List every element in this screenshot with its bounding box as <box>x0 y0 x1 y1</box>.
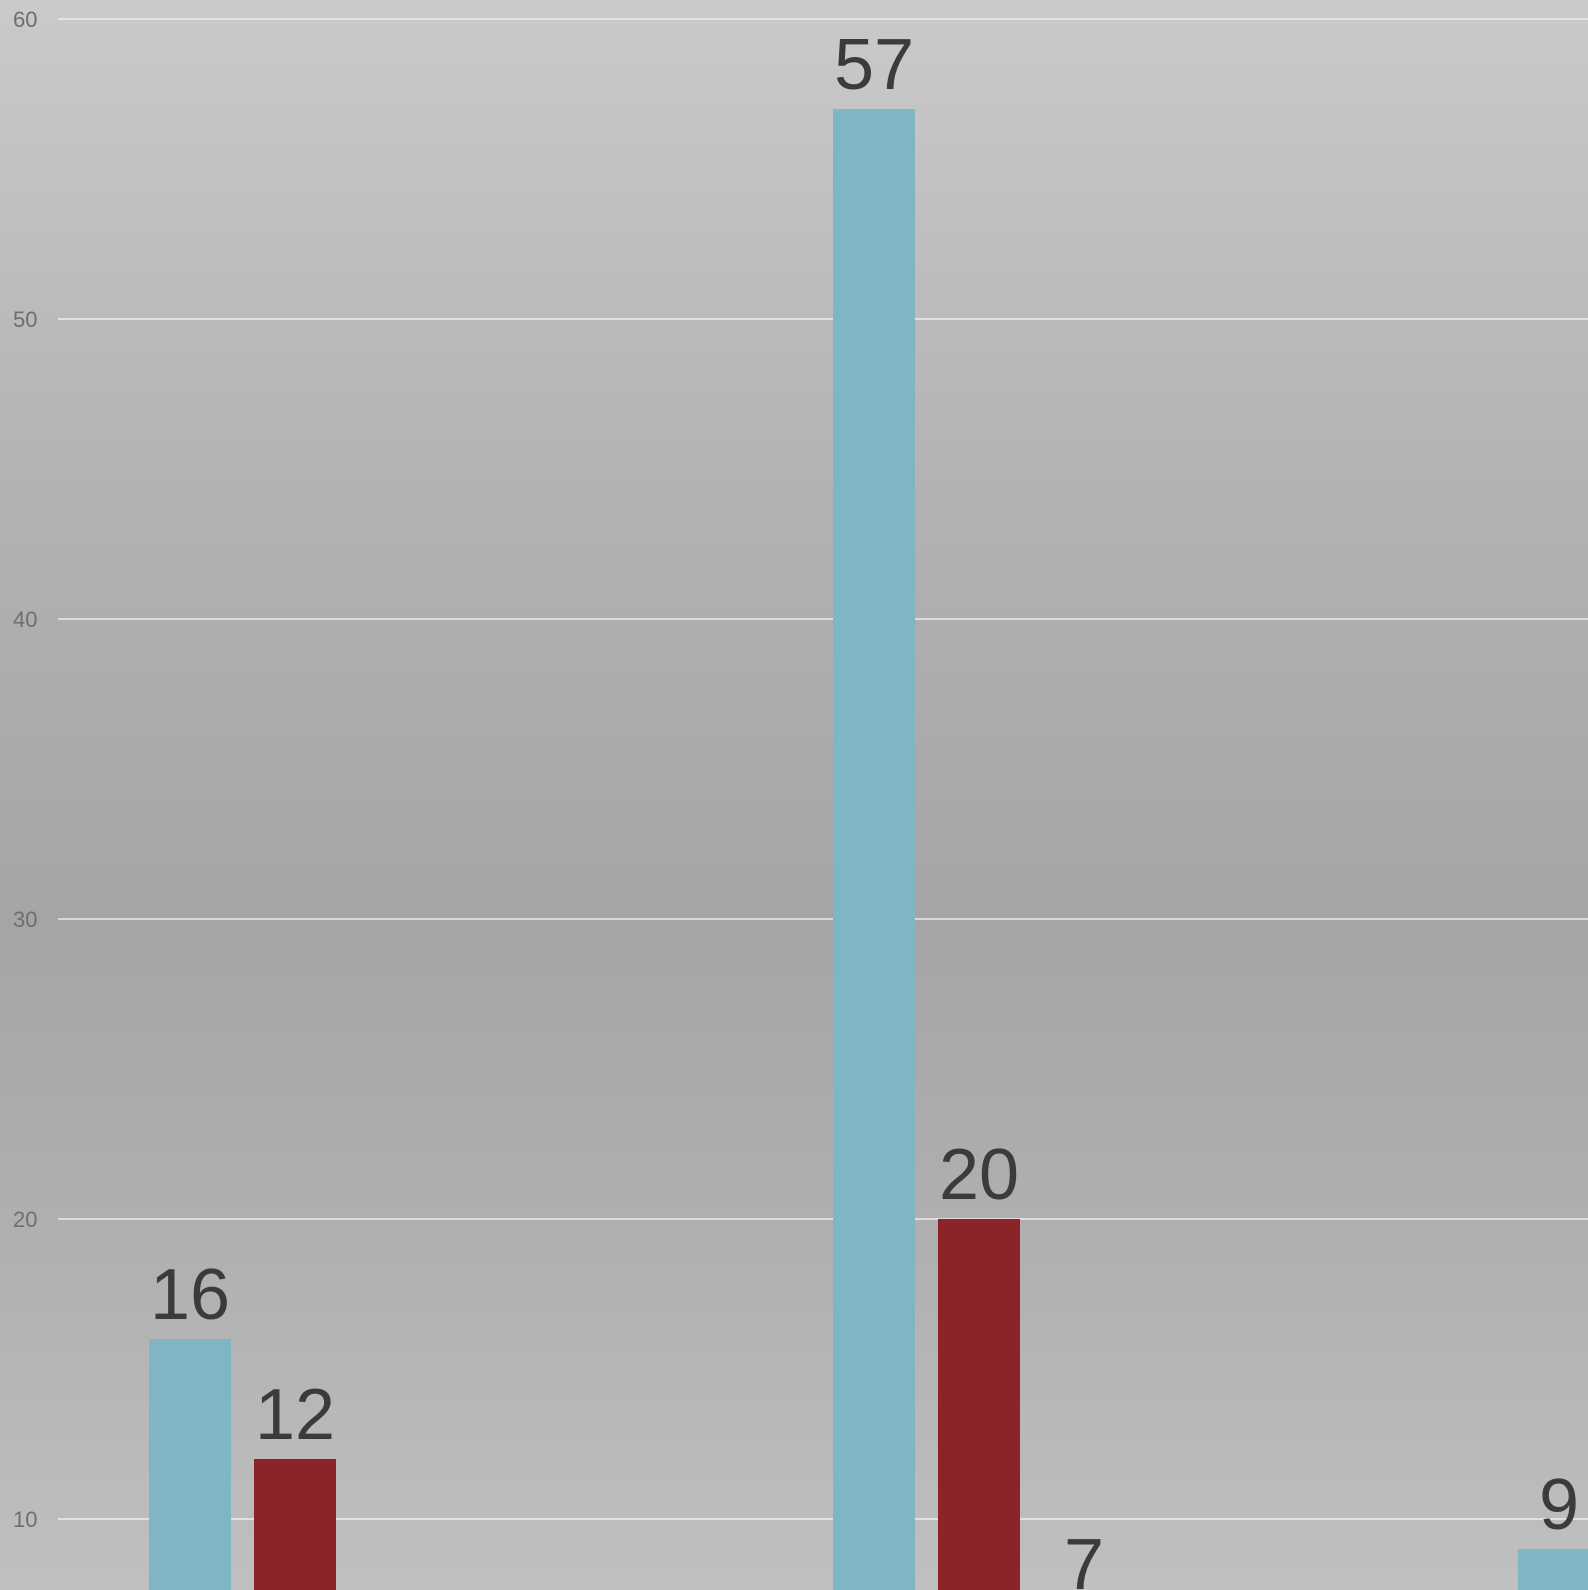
bar-g2-1 <box>833 109 915 1590</box>
data-label-g3-1: 9 <box>1539 1465 1579 1545</box>
bar-g2-2 <box>938 1219 1020 1590</box>
y-tick-label: 10 <box>13 1507 37 1532</box>
bar-g1-2 <box>254 1459 336 1590</box>
data-labels: 16 12 57 20 7 9 <box>150 25 1579 1590</box>
y-tick-label: 50 <box>13 307 37 332</box>
data-label-g2-1: 57 <box>834 25 914 105</box>
y-tick-label: 60 <box>13 7 37 32</box>
data-label-g2-3: 7 <box>1064 1525 1104 1590</box>
y-tick-label: 40 <box>13 607 37 632</box>
data-label-g1-2: 12 <box>255 1375 335 1455</box>
gridlines <box>58 18 1588 1520</box>
y-tick-label: 30 <box>13 907 37 932</box>
data-label-g2-2: 20 <box>939 1135 1019 1215</box>
bars <box>149 109 1588 1590</box>
bar-g3-1 <box>1518 1549 1588 1590</box>
bar-g1-1 <box>149 1339 231 1590</box>
data-label-g1-1: 16 <box>150 1255 230 1335</box>
y-tick-label: 20 <box>13 1207 37 1232</box>
y-axis-ticks: 10 20 30 40 50 60 <box>13 7 37 1532</box>
